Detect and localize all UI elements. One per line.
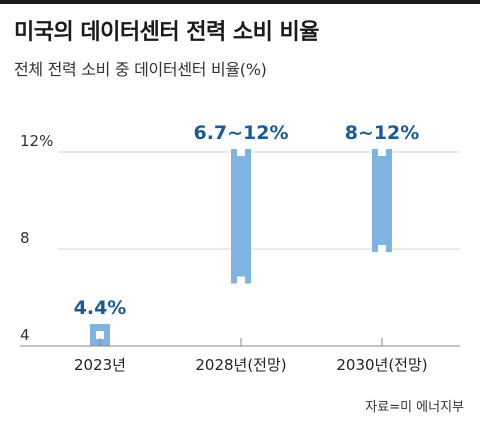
y-tick-label: 12% (20, 132, 53, 150)
x-axis: 2023년 2028년(전망) 2030년(전망) (20, 338, 460, 374)
bars: 4.4% 6.7~12% 8~12% (74, 122, 420, 346)
top-rule (0, 0, 480, 4)
range-bar (231, 149, 251, 284)
chart-title: 미국의 데이터센터 전력 소비 비율 (14, 20, 320, 45)
x-category-label: 2028년(전망) (195, 356, 286, 374)
data-label: 8~12% (345, 122, 420, 144)
x-category-label: 2030년(전망) (336, 356, 427, 374)
range-bar (372, 149, 392, 252)
endpoint-marker (378, 245, 386, 253)
data-label: 6.7~12% (193, 122, 288, 144)
source-note: 자료=미 에너지부 (365, 400, 464, 415)
y-tick-label: 8 (20, 229, 30, 247)
endpoint-marker (96, 331, 104, 339)
endpoint-marker (237, 148, 245, 156)
data-label: 4.4% (74, 297, 127, 319)
chart-subtitle: 전체 전력 소비 중 데이터센터 비율(%) (14, 60, 267, 79)
y-tick-label: 4 (20, 326, 30, 344)
endpoint-marker (237, 276, 245, 285)
endpoint-marker (378, 148, 386, 156)
gridlines (58, 151, 460, 250)
x-category-label: 2023년 (74, 356, 126, 374)
y-axis-ticks: 4 8 12% (20, 132, 53, 344)
